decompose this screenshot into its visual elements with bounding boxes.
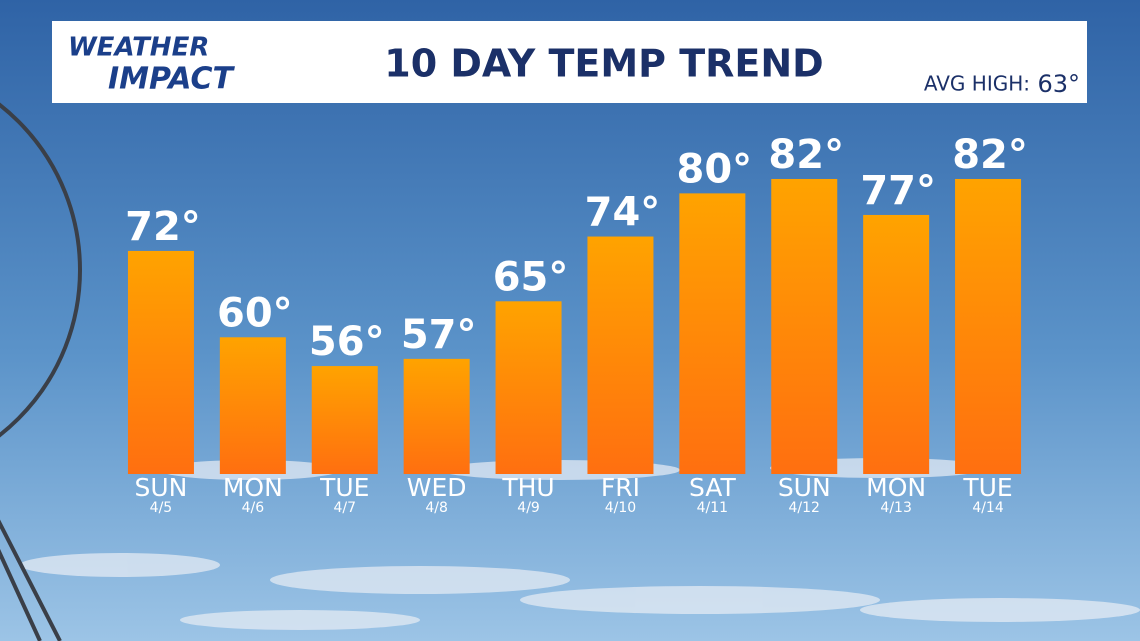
value-label: 80° [677, 146, 753, 192]
date-label: 4/12 [789, 500, 820, 516]
value-label: 65° [493, 254, 569, 300]
bar [495, 301, 562, 474]
bar [863, 214, 930, 474]
x-tick-label: TUE [962, 473, 1012, 502]
x-tick-label: SAT [689, 473, 736, 502]
bar [771, 178, 838, 474]
bar [679, 193, 746, 474]
avg-label: AVG HIGH: [924, 72, 1030, 96]
value-label: 56° [309, 319, 385, 365]
value-label: 72° [125, 204, 201, 250]
date-label: 4/10 [605, 500, 636, 516]
x-tick-label: WED [407, 473, 467, 502]
x-tick-label: MON [223, 473, 283, 502]
bar [127, 250, 194, 474]
header [52, 21, 1087, 103]
x-tick-label: THU [501, 473, 554, 502]
date-label: 4/5 [150, 500, 173, 516]
value-label: 57° [401, 312, 477, 358]
x-tick-label: MON [866, 473, 926, 502]
value-label: 82° [952, 132, 1028, 178]
x-tick-label: TUE [319, 473, 369, 502]
x-tick-label: SUN [778, 473, 831, 502]
value-label: 60° [217, 290, 293, 336]
brand-line2: IMPACT [108, 62, 236, 97]
value-label: 77° [860, 168, 936, 214]
x-tick-label: FRI [601, 473, 640, 502]
date-label: 4/11 [697, 500, 728, 516]
value-label: 82° [768, 132, 844, 178]
bar [955, 178, 1022, 474]
avg-value: 63° [1037, 70, 1080, 98]
chart-title: 10 DAY TEMP TREND [384, 42, 823, 86]
bar [587, 236, 654, 474]
date-label: 4/13 [880, 500, 911, 516]
date-label: 4/7 [333, 500, 356, 516]
value-label: 74° [585, 190, 661, 236]
date-label: 4/6 [242, 500, 265, 516]
bar [403, 358, 470, 474]
date-label: 4/14 [972, 500, 1004, 516]
ferris-wheel [0, 102, 82, 641]
bar [311, 366, 378, 474]
date-label: 4/9 [517, 500, 540, 516]
x-tick-label: SUN [135, 473, 188, 502]
brand-line1: WEATHER [68, 33, 209, 63]
bar [219, 337, 286, 474]
date-label: 4/8 [425, 500, 448, 516]
